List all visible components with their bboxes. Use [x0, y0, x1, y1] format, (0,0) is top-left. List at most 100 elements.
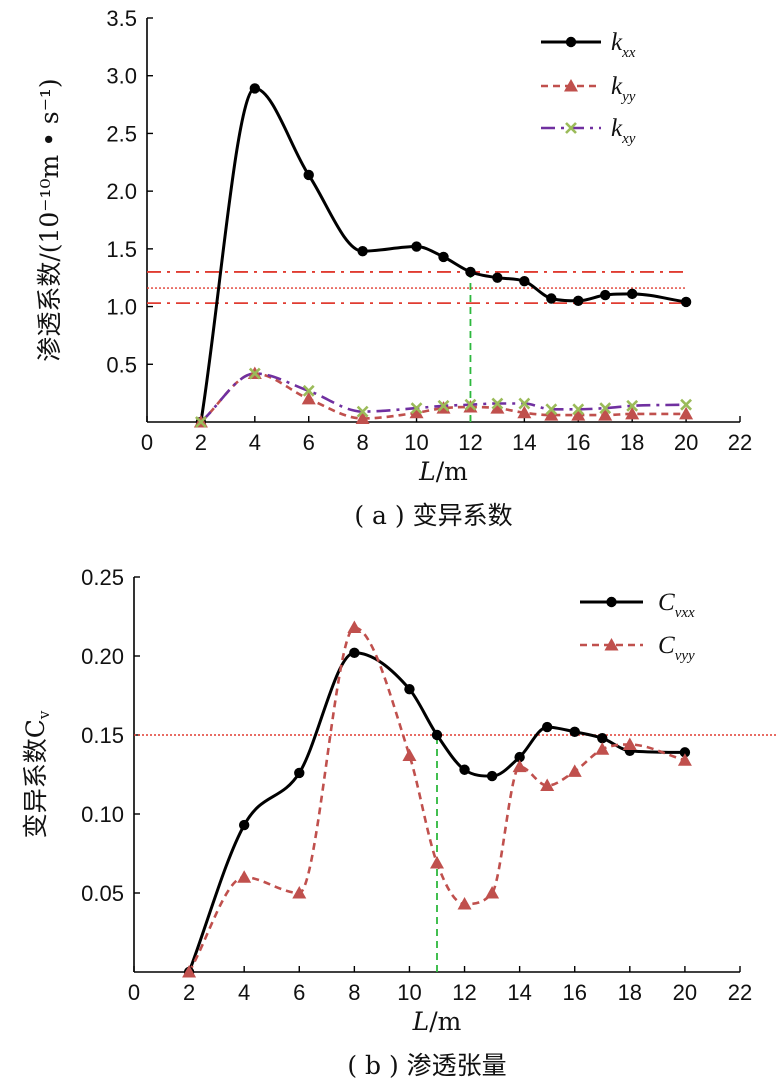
series-k_xy-point — [410, 402, 423, 415]
legend-label-C_vyy: Cvyy — [658, 632, 695, 664]
series-k_yy-point — [571, 408, 586, 421]
legend-label-C_vxx: Cvxx — [658, 589, 695, 621]
series-k_yy-point — [517, 405, 532, 419]
series-C_vyy-point — [485, 886, 500, 899]
series-k_xy-point — [572, 403, 585, 416]
series-k_xy-point — [626, 399, 639, 412]
x-tick-label: 10 — [397, 980, 421, 1005]
series-k_xx-line — [199, 86, 687, 423]
series-C_vxx-point — [238, 819, 250, 831]
legend-k_xy-point — [565, 122, 577, 134]
series-k_xy-point — [518, 397, 531, 410]
series-C_vxx-point — [514, 751, 525, 763]
series-C_vyy-point — [595, 742, 610, 755]
series-k_xx-point — [438, 251, 449, 263]
series-k_xx-point — [492, 272, 503, 283]
legend-label-k_xy: kxy — [611, 115, 636, 147]
series-C_vyy-point — [512, 759, 527, 773]
series-k_xy-point — [302, 384, 315, 397]
series-C_vxx-point — [459, 764, 470, 775]
x-tick-label: 18 — [618, 980, 642, 1005]
series-k_xx-point — [249, 83, 261, 94]
y-tick-label: 0.05 — [81, 881, 124, 906]
y-tick-label: 3.0 — [106, 64, 137, 89]
panel-caption: ( b ) 渗透张量 — [347, 1051, 506, 1080]
series-C_vyy-point — [292, 886, 307, 899]
series-C_vyy-point — [540, 778, 555, 792]
legend-k_xx-point — [565, 36, 577, 48]
series-k_yy-point — [679, 406, 694, 420]
series-C_vyy-point — [182, 965, 197, 978]
y-tick-label: 0.25 — [81, 565, 124, 590]
y-tick-label: 2.0 — [106, 179, 137, 204]
x-tick-label: 4 — [249, 430, 261, 455]
series-k_xy-point — [437, 399, 450, 412]
x-tick-label: 20 — [674, 430, 698, 455]
series-C_vyy-point — [457, 897, 472, 910]
x-tick-label: 0 — [141, 430, 153, 455]
series-k_xx-point — [411, 241, 422, 252]
series-C_vxx-point — [294, 767, 305, 779]
series-C_vyy-point — [402, 748, 417, 762]
y-tick-label: 1.0 — [106, 295, 137, 320]
x-tick-label: 6 — [293, 980, 305, 1005]
series-k_xy-point — [248, 367, 261, 380]
series-k_yy-point — [301, 391, 316, 405]
x-tick-label: 8 — [348, 980, 360, 1005]
series-k_xy-line — [200, 372, 687, 423]
series-k_xx-point — [680, 296, 692, 308]
series-k_yy-line — [200, 372, 687, 423]
series-k_xx-point — [519, 275, 530, 287]
series-C_vxx-point — [404, 683, 415, 695]
series-C_vxx-point — [486, 770, 498, 782]
x-tick-label: 12 — [452, 980, 476, 1005]
series-C_vxx-point — [431, 729, 443, 741]
series-k_xx-point — [303, 169, 314, 181]
x-axis-label: L/m — [418, 457, 468, 486]
x-tick-label: 0 — [128, 980, 140, 1005]
series-k_xy-point — [680, 398, 693, 411]
series-k_yy-point — [598, 408, 613, 421]
series-k_xy-point — [464, 398, 477, 411]
series-k_xy-point — [545, 403, 558, 416]
series-C_vxx-point — [679, 747, 691, 758]
x-tick-label: 6 — [303, 430, 315, 455]
x-tick-label: 14 — [507, 980, 531, 1005]
y-tick-label: 0.20 — [81, 644, 124, 669]
y-tick-label: 3.5 — [106, 6, 137, 31]
y-axis-label: 渗透系数/(10⁻¹⁰m • s⁻¹) — [35, 78, 64, 361]
x-tick-label: 22 — [728, 980, 752, 1005]
y-tick-label: 2.5 — [106, 121, 137, 146]
x-tick-label: 8 — [357, 430, 369, 455]
x-tick-label: 22 — [728, 430, 752, 455]
x-tick-label: 12 — [458, 430, 482, 455]
legend-label-k_xx: kxx — [611, 29, 636, 61]
series-C_vyy-point — [430, 855, 444, 869]
series-k_xx-point — [465, 266, 476, 278]
x-tick-label: 18 — [620, 430, 644, 455]
x-tick-label: 4 — [238, 980, 250, 1005]
y-axis-label: 变异系数Cv — [21, 710, 53, 838]
series-k_xy-point — [194, 416, 207, 428]
x-tick-label: 10 — [404, 430, 428, 455]
y-tick-label: 0.15 — [81, 723, 124, 748]
legend-k_yy-point — [564, 79, 578, 92]
x-tick-label: 20 — [673, 980, 697, 1005]
series-C_vxx-point — [597, 732, 608, 744]
series-C_vxx-point — [541, 721, 553, 733]
x-tick-label: 14 — [512, 430, 536, 455]
legend-label-k_yy: kyy — [611, 73, 636, 105]
x-tick-label: 16 — [566, 430, 590, 455]
chart-a: 0 2 4 6 8 10 12 14 16 18 20 22 0.5 1.0 1.5 2.0 2.5 3.0 3.5… — [35, 6, 752, 530]
y-tick-label: 0.10 — [81, 802, 124, 827]
series-k_xx-point — [546, 293, 557, 304]
y-tick-label: 1.5 — [106, 237, 137, 262]
series-k_xy-point — [599, 402, 612, 415]
series-k_xy-point — [491, 397, 504, 410]
chart-b: 0 2 4 6 8 10 12 14 16 18 20 22 0.05 0.10 0.15 0.20 0.25 L… — [21, 565, 778, 1080]
series-k_yy-point — [409, 405, 424, 419]
series-k_xx-point — [573, 295, 584, 306]
panel-caption: ( a ) 变异系数 — [354, 501, 512, 530]
x-axis-label: L/m — [412, 1007, 462, 1036]
